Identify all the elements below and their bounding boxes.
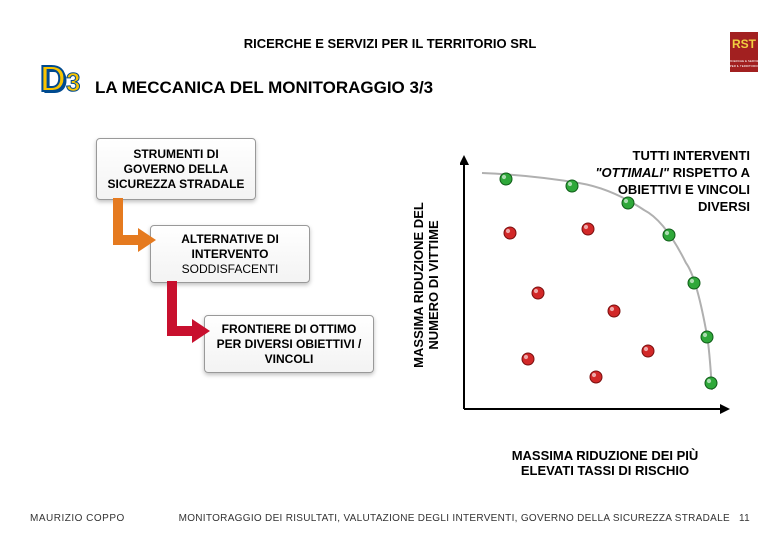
x-axis-label: MASSIMA RIDUZIONE DEI PIÙELEVATI TASSI D…	[460, 448, 750, 478]
page-title: LA MECCANICA DEL MONITORAGGIO 3/3	[95, 78, 433, 98]
box-alternative-l2: SODDISFACENTI	[161, 262, 299, 277]
d3-d: D	[40, 58, 66, 99]
footer-caption: MONITORAGGIO DEI RISULTATI, VALUTAZIONE …	[179, 513, 750, 524]
company-header: RICERCHE E SERVIZI PER IL TERRITORIO SRL	[0, 36, 780, 51]
arrow-red	[162, 281, 212, 353]
page-number: 11	[739, 513, 750, 524]
d3-3: 3	[66, 67, 80, 97]
box-strumenti: STRUMENTI DI GOVERNO DELLA SICUREZZA STR…	[96, 138, 256, 200]
arrow-orange	[108, 198, 158, 263]
box-frontiere: FRONTIERE DI OTTIMO PER DIVERSI OBIETTIV…	[204, 315, 374, 373]
svg-text:RICERCHE E SERVIZI: RICERCHE E SERVIZI	[729, 59, 760, 63]
y-axis-label: MASSIMA RIDUZIONE DELNUMERO DI VITTIME	[411, 202, 441, 368]
d3-logo: D3	[40, 58, 80, 100]
rst-logo: RST RICERCHE E SERVIZI PER IL TERRITORIO	[726, 32, 762, 86]
box-alternative-l1: ALTERNATIVE DI INTERVENTO	[161, 232, 299, 262]
box-alternative: ALTERNATIVE DI INTERVENTO SODDISFACENTI	[150, 225, 310, 283]
footer-author: MAURIZIO COPPO	[30, 513, 125, 524]
svg-text:RST: RST	[732, 37, 757, 51]
chart-annotation: TUTTI INTERVENTI "OTTIMALI" RISPETTO A O…	[550, 148, 750, 216]
svg-text:PER IL TERRITORIO: PER IL TERRITORIO	[730, 64, 759, 68]
